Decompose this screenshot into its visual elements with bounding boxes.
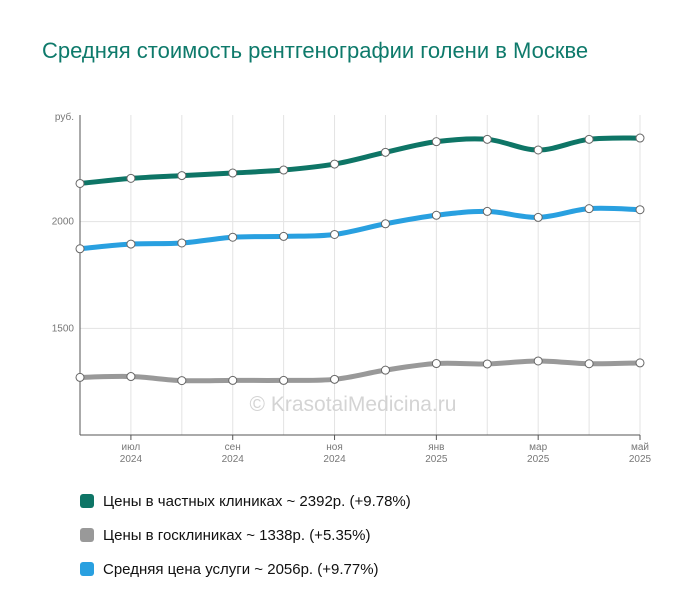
data-point-public: [635, 358, 645, 368]
data-point-private: [431, 137, 441, 147]
x-tick-labels: июл2024сен2024ноя2024янв2025мар2025май20…: [120, 435, 652, 465]
data-point-public: [75, 372, 85, 382]
chart-title: Средняя стоимость рентгенографии голени …: [42, 38, 589, 63]
data-point-public: [482, 359, 492, 369]
grid: [79, 115, 641, 435]
axes: [79, 115, 640, 436]
data-point-public: [584, 359, 594, 369]
data-point-average: [228, 232, 238, 242]
legend-swatch-public: [80, 528, 94, 542]
x-tick-label-month: июл: [122, 442, 141, 453]
x-tick-label-month: сен: [225, 442, 241, 453]
data-point-private: [482, 134, 492, 144]
data-point-public: [177, 376, 187, 386]
y-unit-label: руб.: [55, 111, 74, 123]
data-point-private: [126, 173, 136, 183]
x-tick-label-year: 2025: [425, 454, 448, 465]
y-tick-labels: 1500 2000: [52, 217, 75, 335]
data-point-average: [75, 244, 85, 254]
data-point-average: [279, 231, 289, 241]
x-tick-label-year: 2025: [629, 454, 652, 465]
data-point-private: [279, 165, 289, 175]
data-point-average: [533, 212, 543, 222]
x-tick-label-year: 2024: [222, 454, 245, 465]
legend-swatch-private: [80, 494, 94, 508]
legend-label-average: Средняя цена услуги ~ 2056р. (+9.77%): [103, 560, 379, 578]
y-tick-label: 2000: [52, 217, 75, 228]
data-point-private: [635, 133, 645, 143]
x-tick-label-month: май: [631, 442, 649, 453]
data-point-public: [279, 375, 289, 385]
data-point-public: [228, 375, 238, 385]
data-point-public: [380, 365, 390, 375]
series-line-public: [77, 358, 643, 384]
x-tick-label-month: мар: [529, 442, 547, 453]
x-tick-label-year: 2025: [527, 454, 550, 465]
data-point-private: [380, 147, 390, 157]
data-point-average: [431, 210, 441, 220]
x-tick-label-year: 2024: [120, 454, 143, 465]
data-point-average: [126, 239, 136, 249]
series-line-average: [77, 205, 643, 252]
data-point-average: [482, 206, 492, 216]
x-tick-label-month: ноя: [326, 442, 343, 453]
legend-item-private[interactable]: Цены в частных клиниках ~ 2392р. (+9.78%…: [80, 484, 411, 518]
data-point-average: [380, 219, 390, 229]
data-point-private: [584, 134, 594, 144]
data-point-public: [126, 372, 136, 382]
data-point-average: [330, 229, 340, 239]
data-point-public: [330, 374, 340, 384]
data-point-private: [330, 159, 340, 169]
series-line-private: [77, 135, 643, 186]
data-point-public: [533, 356, 543, 366]
series-group: [75, 133, 645, 386]
data-point-average: [635, 205, 645, 215]
legend-swatch-average: [80, 562, 94, 576]
y-tick-label: 1500: [52, 323, 75, 334]
x-tick-label-month: янв: [428, 442, 444, 453]
data-point-private: [228, 168, 238, 178]
legend-item-average[interactable]: Средняя цена услуги ~ 2056р. (+9.77%): [80, 552, 411, 586]
legend-label-public: Цены в госклиниках ~ 1338р. (+5.35%): [103, 526, 371, 544]
watermark: © KrasotaiMedicina.ru: [250, 393, 457, 416]
legend-label-private: Цены в частных клиниках ~ 2392р. (+9.78%…: [103, 492, 411, 510]
data-point-private: [75, 178, 85, 188]
data-point-private: [177, 171, 187, 181]
legend: Цены в частных клиниках ~ 2392р. (+9.78%…: [80, 484, 411, 586]
data-point-private: [533, 145, 543, 155]
legend-item-public[interactable]: Цены в госклиниках ~ 1338р. (+5.35%): [80, 518, 411, 552]
data-point-public: [431, 359, 441, 369]
x-tick-label-year: 2024: [323, 454, 346, 465]
data-point-average: [177, 238, 187, 248]
data-point-average: [584, 204, 594, 214]
